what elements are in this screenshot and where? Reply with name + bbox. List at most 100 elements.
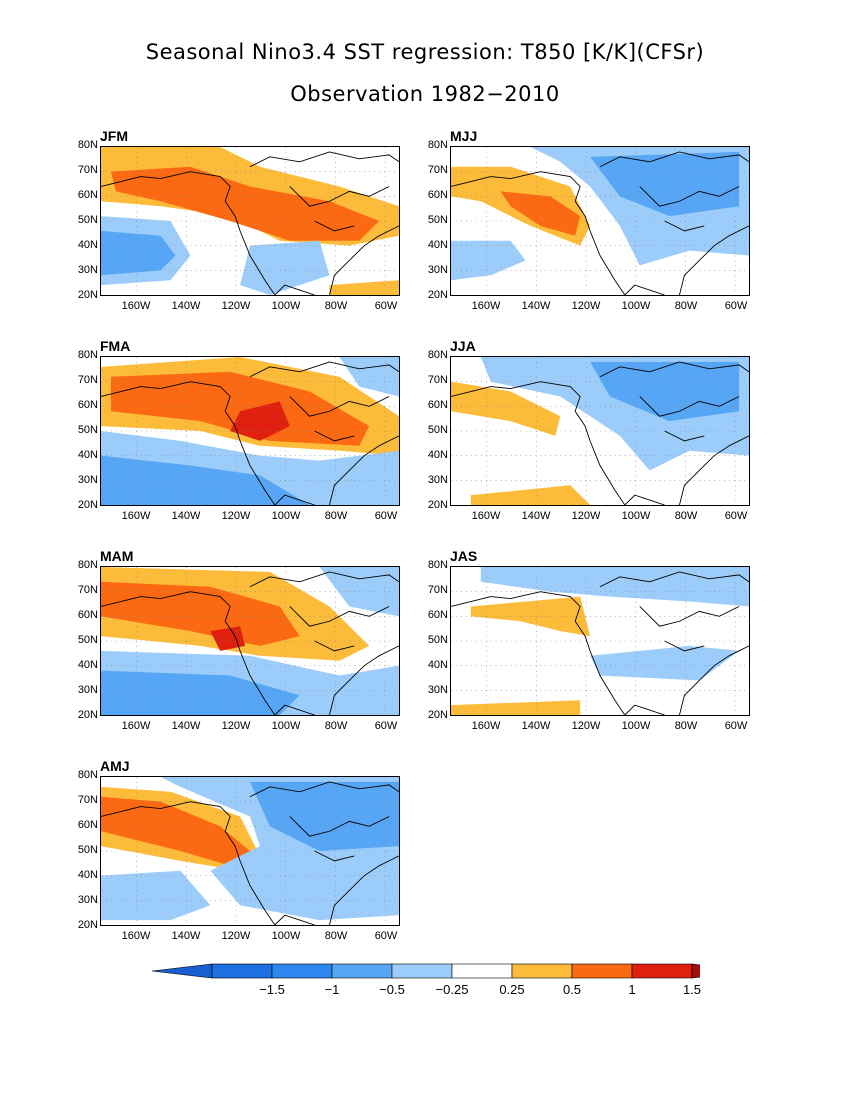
coastline <box>451 151 749 295</box>
coastline <box>451 361 749 505</box>
lon-tick-label: 160W <box>121 720 151 732</box>
shaded-region <box>210 626 246 651</box>
lat-tick-label: 80N <box>427 349 448 361</box>
lat-tick-label: 50N <box>77 424 98 436</box>
lon-tick-label: 80W <box>324 720 348 732</box>
panel-label: JJA <box>450 338 476 354</box>
lon-tick-label: 60W <box>724 510 748 522</box>
lon-tick-label: 60W <box>374 930 398 942</box>
lon-tick-label: 100W <box>621 510 651 522</box>
lat-tick-label: 80N <box>427 559 448 571</box>
lat-tick-label: 30N <box>427 264 448 276</box>
lat-tick-label: 70N <box>427 164 448 176</box>
lon-tick-label: 140W <box>521 720 551 732</box>
coastline <box>101 361 399 505</box>
lat-tick-label: 40N <box>77 869 98 881</box>
shaded-region <box>590 645 740 681</box>
map-svg <box>101 567 399 715</box>
shaded-region <box>329 280 399 295</box>
shaded-region <box>110 371 370 446</box>
lon-tick-label: 80W <box>324 930 348 942</box>
lon-tick-label: 140W <box>521 300 551 312</box>
map-svg <box>451 147 749 295</box>
lon-tick-label: 80W <box>674 510 698 522</box>
colorbar-swatch <box>331 963 393 979</box>
lon-tick-label: 80W <box>324 510 348 522</box>
shaded-region <box>451 381 561 436</box>
lat-tick-label: 60N <box>427 399 448 411</box>
lon-tick-label: 160W <box>471 510 501 522</box>
panel-label: JAS <box>450 548 478 564</box>
lat-tick-label: 30N <box>77 264 98 276</box>
coastline <box>101 151 399 295</box>
lon-tick-label: 60W <box>374 720 398 732</box>
map-svg <box>101 777 399 925</box>
colorbar-label: 1.5 <box>682 982 702 997</box>
lon-tick-label: 60W <box>724 720 748 732</box>
lat-tick-label: 40N <box>77 449 98 461</box>
shaded-region <box>451 700 581 715</box>
lat-tick-label: 60N <box>77 399 98 411</box>
lat-tick-label: 20N <box>77 289 98 301</box>
map-panel-mam: MAM 80N 70N 60N 50N 40N 30N 20N 160W 140W 120W 100W… <box>64 548 464 748</box>
lon-tick-label: 80W <box>674 300 698 312</box>
lon-tick-label: 100W <box>271 720 301 732</box>
lon-tick-label: 80W <box>674 720 698 732</box>
colorbar-swatch <box>271 963 333 979</box>
coastline <box>101 781 399 925</box>
panel-label: MAM <box>100 548 134 564</box>
lat-tick-label: 80N <box>77 769 98 781</box>
lat-tick-label: 60N <box>77 609 98 621</box>
figure-subtitle: Observation 1982−2010 <box>290 82 560 106</box>
lat-tick-label: 40N <box>77 659 98 671</box>
colorbar-label: 0.25 <box>499 982 525 997</box>
panel-label: JFM <box>100 128 128 144</box>
lat-tick-label: 30N <box>427 684 448 696</box>
lat-tick-label: 40N <box>427 449 448 461</box>
shaded-region <box>101 230 176 276</box>
map-svg <box>451 567 749 715</box>
map-svg <box>101 147 399 295</box>
colorbar-swatch <box>571 963 633 979</box>
shaded-region <box>500 191 581 236</box>
colorbar-right-arrow <box>691 963 751 979</box>
colorbar-swatch <box>211 963 273 979</box>
lat-tick-label: 70N <box>77 374 98 386</box>
map-panel-jas: JAS 80N 70N 60N 50N 40N 30N 20N 160W 140W 120W 100W… <box>414 548 814 748</box>
map-panel-mjj: MJJ 80N 70N 60N 50N 40N 30N 20N 160W 140W 120W 100W… <box>414 128 814 328</box>
lon-tick-label: 140W <box>171 300 201 312</box>
shaded-region <box>339 357 399 397</box>
lat-tick-label: 30N <box>427 474 448 486</box>
lat-tick-label: 80N <box>427 139 448 151</box>
shaded-region <box>590 151 740 217</box>
shaded-region <box>590 361 740 422</box>
map-area <box>450 566 750 716</box>
lat-tick-label: 70N <box>427 584 448 596</box>
lat-tick-label: 30N <box>77 894 98 906</box>
lon-tick-label: 120W <box>221 300 251 312</box>
colorbar-swatch <box>631 963 693 979</box>
map-area <box>450 146 750 296</box>
lon-tick-label: 100W <box>271 510 301 522</box>
shaded-region <box>110 166 380 241</box>
shaded-region <box>480 567 749 607</box>
lon-tick-label: 60W <box>374 510 398 522</box>
lat-tick-label: 30N <box>77 684 98 696</box>
lat-tick-label: 60N <box>427 609 448 621</box>
map-panel-amj: AMJ 80N 70N 60N 50N 40N 30N 20N 160W 140W 120W 100W… <box>64 758 464 958</box>
colorbar-label: −1.5 <box>259 982 285 997</box>
map-area <box>100 146 400 296</box>
lat-tick-label: 50N <box>77 214 98 226</box>
lon-tick-label: 100W <box>621 720 651 732</box>
map-area <box>100 566 400 716</box>
lat-tick-label: 60N <box>427 189 448 201</box>
panel-label: MJJ <box>450 128 478 144</box>
colorbar-label: −0.5 <box>379 982 405 997</box>
map-svg <box>101 357 399 505</box>
lat-tick-label: 20N <box>77 919 98 931</box>
lon-tick-label: 60W <box>374 300 398 312</box>
panel-label: FMA <box>100 338 131 354</box>
shaded-region <box>250 781 399 851</box>
lat-tick-label: 20N <box>77 499 98 511</box>
lat-tick-label: 70N <box>77 164 98 176</box>
